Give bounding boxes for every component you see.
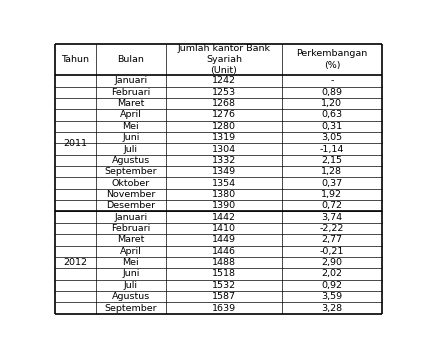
Text: 1446: 1446 xyxy=(212,247,236,256)
Text: November: November xyxy=(106,190,155,199)
Text: Desember: Desember xyxy=(106,201,155,210)
Text: 1380: 1380 xyxy=(212,190,236,199)
Text: 1532: 1532 xyxy=(212,281,236,290)
Text: 0,37: 0,37 xyxy=(321,178,343,188)
Text: Juni: Juni xyxy=(122,269,140,279)
Text: 1,92: 1,92 xyxy=(321,190,343,199)
Text: 3,28: 3,28 xyxy=(321,303,343,313)
Text: Juli: Juli xyxy=(124,144,138,154)
Text: 1268: 1268 xyxy=(212,99,236,108)
Text: 1449: 1449 xyxy=(212,235,236,244)
Text: 2,02: 2,02 xyxy=(321,269,343,279)
Text: September: September xyxy=(104,303,157,313)
Text: Perkembangan
(%): Perkembangan (%) xyxy=(296,50,368,70)
Text: Tahun: Tahun xyxy=(61,55,89,64)
Text: 1319: 1319 xyxy=(212,133,236,142)
Text: 1332: 1332 xyxy=(212,156,236,165)
Text: Februari: Februari xyxy=(111,88,150,97)
Text: 2,90: 2,90 xyxy=(321,258,343,267)
Text: 2012: 2012 xyxy=(63,258,87,267)
Text: 1242: 1242 xyxy=(212,76,236,85)
Text: 2,15: 2,15 xyxy=(321,156,343,165)
Text: 0,89: 0,89 xyxy=(321,88,343,97)
Text: 1518: 1518 xyxy=(212,269,236,279)
Text: 0,92: 0,92 xyxy=(321,281,343,290)
Text: 2,77: 2,77 xyxy=(321,235,343,244)
Text: 1410: 1410 xyxy=(212,224,236,233)
Text: 1,28: 1,28 xyxy=(321,167,343,176)
Text: 2011: 2011 xyxy=(63,139,87,148)
Text: -1,14: -1,14 xyxy=(320,144,344,154)
Text: 1488: 1488 xyxy=(212,258,236,267)
Text: 1304: 1304 xyxy=(212,144,236,154)
Text: Bulan: Bulan xyxy=(118,55,144,64)
Text: Januari: Januari xyxy=(114,76,147,85)
Text: 1639: 1639 xyxy=(212,303,236,313)
Text: -: - xyxy=(330,76,334,85)
Text: 1253: 1253 xyxy=(212,88,236,97)
Text: 3,59: 3,59 xyxy=(321,292,343,301)
Text: 1354: 1354 xyxy=(212,178,236,188)
Text: 3,05: 3,05 xyxy=(321,133,343,142)
Text: 1280: 1280 xyxy=(212,122,236,131)
Text: Juli: Juli xyxy=(124,281,138,290)
Text: Mei: Mei xyxy=(123,122,139,131)
Text: 1390: 1390 xyxy=(212,201,236,210)
Text: 1587: 1587 xyxy=(212,292,236,301)
Text: 1276: 1276 xyxy=(212,110,236,119)
Text: Oktober: Oktober xyxy=(112,178,150,188)
Text: 0,63: 0,63 xyxy=(321,110,343,119)
Text: -2,22: -2,22 xyxy=(320,224,344,233)
Text: April: April xyxy=(120,110,142,119)
Text: 0,72: 0,72 xyxy=(321,201,343,210)
Text: Februari: Februari xyxy=(111,224,150,233)
Text: Januari: Januari xyxy=(114,213,147,222)
Text: Maret: Maret xyxy=(117,99,144,108)
Text: Maret: Maret xyxy=(117,235,144,244)
Text: Agustus: Agustus xyxy=(112,292,150,301)
Text: 0,31: 0,31 xyxy=(321,122,343,131)
Text: 3,74: 3,74 xyxy=(321,213,343,222)
Text: 1442: 1442 xyxy=(212,213,236,222)
Text: April: April xyxy=(120,247,142,256)
Text: Agustus: Agustus xyxy=(112,156,150,165)
Text: -0,21: -0,21 xyxy=(320,247,344,256)
Text: Mei: Mei xyxy=(123,258,139,267)
Text: September: September xyxy=(104,167,157,176)
Text: Juni: Juni xyxy=(122,133,140,142)
Text: 1,20: 1,20 xyxy=(321,99,343,108)
Text: Jumlah kantor Bank
Syariah
(Unit): Jumlah kantor Bank Syariah (Unit) xyxy=(178,44,271,75)
Text: 1349: 1349 xyxy=(212,167,236,176)
